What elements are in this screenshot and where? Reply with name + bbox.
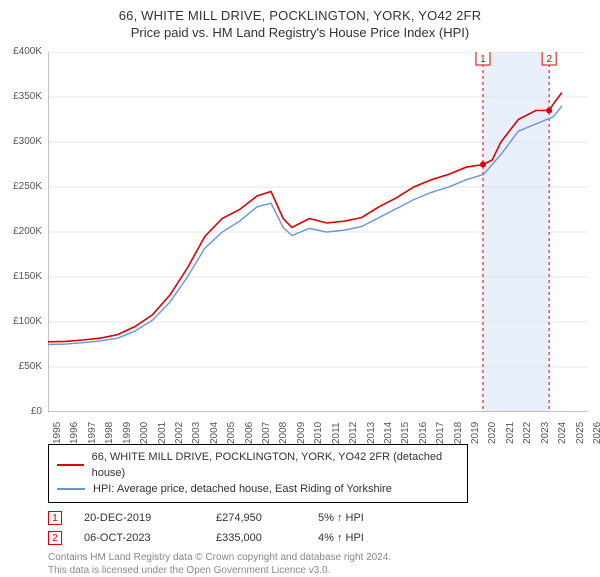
x-tick-label: 2012 xyxy=(348,422,359,444)
x-tick-label: 2002 xyxy=(174,422,185,444)
legend-swatch xyxy=(57,464,84,466)
x-tick-label: 1995 xyxy=(52,422,63,444)
sale-marker: 1 xyxy=(48,511,62,525)
bottom-block: 66, WHITE MILL DRIVE, POCKLINGTON, YORK,… xyxy=(48,444,588,577)
x-tick-label: 2013 xyxy=(366,422,377,444)
sale-diff: 5% ↑ HPI xyxy=(318,512,364,524)
x-tick-label: 1997 xyxy=(87,422,98,444)
x-tick-label: 2023 xyxy=(540,422,551,444)
x-tick-label: 1998 xyxy=(104,422,115,444)
x-tick-label: 2007 xyxy=(261,422,272,444)
legend-swatch xyxy=(57,488,85,490)
x-tick-label: 2011 xyxy=(331,422,342,444)
x-tick-label: 2008 xyxy=(278,422,289,444)
sale-date: 06-OCT-2023 xyxy=(84,532,194,544)
title-address: 66, WHITE MILL DRIVE, POCKLINGTON, YORK,… xyxy=(0,8,600,23)
sale-row: 2 06-OCT-2023 £335,000 4% ↑ HPI xyxy=(48,531,588,545)
y-tick-label: £150K xyxy=(13,271,42,282)
sale-diff: 4% ↑ HPI xyxy=(318,532,364,544)
sale-price: £274,950 xyxy=(216,512,296,524)
x-tick-label: 2014 xyxy=(383,422,394,444)
y-tick-label: £250K xyxy=(13,181,42,192)
chart-area: 12 £0£50K£100K£150K£200K£250K£300K£350K£… xyxy=(48,52,588,412)
y-tick-label: £350K xyxy=(13,91,42,102)
y-tick-label: £200K xyxy=(13,226,42,237)
x-tick-label: 2025 xyxy=(575,422,586,444)
legend-row: 66, WHITE MILL DRIVE, POCKLINGTON, YORK,… xyxy=(57,449,459,481)
x-tick-label: 2003 xyxy=(191,422,202,444)
line-chart-svg: 12 xyxy=(48,52,588,412)
x-tick-label: 2005 xyxy=(226,422,237,444)
footer: Contains HM Land Registry data © Crown c… xyxy=(48,551,588,577)
x-tick-label: 2006 xyxy=(244,422,255,444)
x-tick-label: 2022 xyxy=(522,422,533,444)
legend-row: HPI: Average price, detached house, East… xyxy=(57,481,459,497)
x-tick-label: 2016 xyxy=(418,422,429,444)
y-tick-label: £300K xyxy=(13,136,42,147)
title-block: 66, WHITE MILL DRIVE, POCKLINGTON, YORK,… xyxy=(0,0,600,40)
legend-label: 66, WHITE MILL DRIVE, POCKLINGTON, YORK,… xyxy=(92,449,459,481)
x-tick-label: 2019 xyxy=(470,422,481,444)
sale-marker: 2 xyxy=(48,531,62,545)
chart-container: 66, WHITE MILL DRIVE, POCKLINGTON, YORK,… xyxy=(0,0,600,560)
x-tick-label: 2015 xyxy=(400,422,411,444)
x-tick-label: 2021 xyxy=(505,422,516,444)
y-tick-label: £50K xyxy=(19,361,42,372)
x-tick-label: 2010 xyxy=(313,422,324,444)
footer-line2: This data is licensed under the Open Gov… xyxy=(48,564,588,577)
x-tick-label: 1996 xyxy=(69,422,80,444)
y-tick-label: £0 xyxy=(31,406,42,417)
x-tick-label: 2018 xyxy=(453,422,464,444)
svg-text:1: 1 xyxy=(480,54,486,65)
sale-price: £335,000 xyxy=(216,532,296,544)
x-tick-label: 2024 xyxy=(557,422,568,444)
sales-block: 1 20-DEC-2019 £274,950 5% ↑ HPI 2 06-OCT-2023… xyxy=(48,511,588,545)
sale-date: 20-DEC-2019 xyxy=(84,512,194,524)
footer-line1: Contains HM Land Registry data © Crown c… xyxy=(48,551,588,564)
x-tick-label: 2009 xyxy=(296,422,307,444)
svg-text:2: 2 xyxy=(546,54,552,65)
x-tick-label: 2001 xyxy=(157,422,168,444)
x-tick-label: 2000 xyxy=(139,422,150,444)
y-tick-label: £100K xyxy=(13,316,42,327)
legend-label: HPI: Average price, detached house, East… xyxy=(93,481,392,497)
x-tick-label: 2017 xyxy=(435,422,446,444)
x-tick-label: 1999 xyxy=(122,422,133,444)
x-tick-label: 2026 xyxy=(592,422,600,444)
title-subtitle: Price paid vs. HM Land Registry's House … xyxy=(0,25,600,40)
sale-row: 1 20-DEC-2019 £274,950 5% ↑ HPI xyxy=(48,511,588,525)
x-tick-label: 2004 xyxy=(209,422,220,444)
y-tick-label: £400K xyxy=(13,46,42,57)
x-tick-label: 2020 xyxy=(487,422,498,444)
legend-box: 66, WHITE MILL DRIVE, POCKLINGTON, YORK,… xyxy=(48,444,468,503)
